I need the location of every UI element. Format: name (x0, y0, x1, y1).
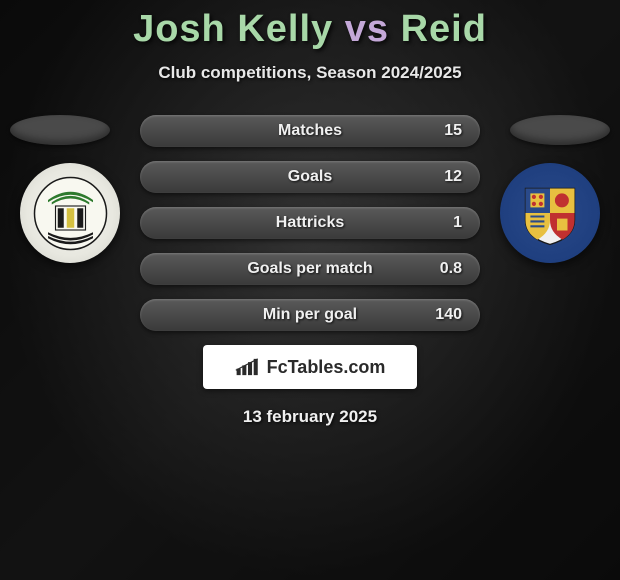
bar-chart-icon (235, 356, 261, 378)
stat-label: Matches (278, 122, 342, 140)
fctables-logo: FcTables.com (203, 345, 417, 389)
subtitle: Club competitions, Season 2024/2025 (0, 63, 620, 83)
stats-area: Matches 15 Goals 12 Hattricks 1 Goals pe… (0, 115, 620, 331)
stat-row-matches: Matches 15 (140, 115, 480, 147)
stat-label: Goals per match (247, 260, 372, 278)
stat-label: Min per goal (263, 306, 357, 324)
player2-club-badge (500, 163, 600, 263)
stat-label: Hattricks (276, 214, 344, 232)
player1-club-badge (20, 163, 120, 263)
stat-right-value: 15 (432, 122, 462, 140)
stat-right-value: 12 (432, 168, 462, 186)
player1-oval (10, 115, 110, 145)
stat-row-goals-per-match: Goals per match 0.8 (140, 253, 480, 285)
vs-label: vs (345, 8, 389, 50)
club-crest-right-icon (515, 178, 585, 248)
stat-label: Goals (288, 168, 332, 186)
stat-right-value: 1 (432, 214, 462, 232)
stat-row-hattricks: Hattricks 1 (140, 207, 480, 239)
stat-right-value: 140 (432, 306, 462, 324)
player2-oval (510, 115, 610, 145)
stat-rows: Matches 15 Goals 12 Hattricks 1 Goals pe… (140, 115, 480, 331)
stat-row-goals: Goals 12 (140, 161, 480, 193)
player2-name: Reid (401, 8, 487, 50)
stat-row-min-per-goal: Min per goal 140 (140, 299, 480, 331)
date-label: 13 february 2025 (0, 407, 620, 427)
logo-text: FcTables.com (267, 357, 386, 378)
player1-name: Josh Kelly (133, 8, 333, 50)
comparison-card: Josh Kelly vs Reid Club competitions, Se… (0, 0, 620, 580)
page-title: Josh Kelly vs Reid (0, 8, 620, 51)
club-crest-left-icon (33, 176, 108, 251)
stat-right-value: 0.8 (432, 260, 462, 278)
